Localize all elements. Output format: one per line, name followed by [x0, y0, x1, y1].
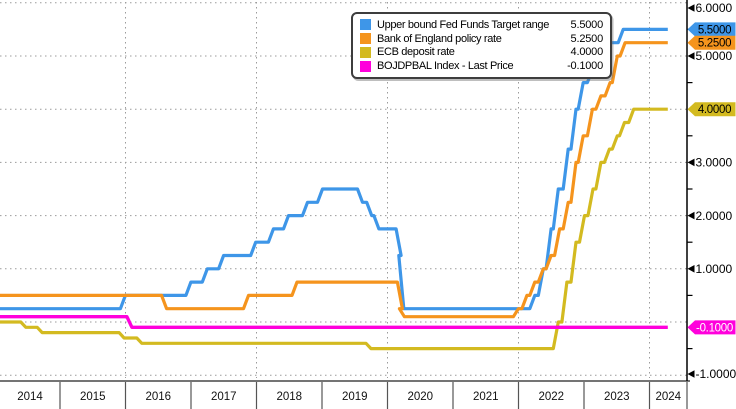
- y-tick-arrow-icon: [687, 158, 695, 167]
- y-tick-arrow-icon: [687, 52, 695, 60]
- series-line-boe-policy-rate[interactable]: [0, 41, 668, 319]
- legend-value: 5.2500: [570, 32, 604, 45]
- last-value-badge-label: 5.2500: [698, 38, 731, 50]
- legend-value: 5.5000: [570, 18, 604, 31]
- last-value-badge-label: 4.0000: [698, 104, 731, 116]
- x-tick-label: 2023: [604, 391, 630, 403]
- legend-label: Upper bound Fed Funds Target range: [377, 18, 549, 31]
- last-value-badge-label: -0.1000: [696, 322, 733, 334]
- x-tick-label: 2014: [17, 391, 43, 403]
- legend-item-fed[interactable]: Upper bound Fed Funds Target range 5.500…: [360, 18, 603, 32]
- x-tick-label: 2018: [277, 391, 303, 403]
- y-tick-arrow-icon: [687, 370, 695, 378]
- series-line-ecb-deposit-rate[interactable]: [0, 107, 668, 351]
- legend-label: BOJDPBAL Index - Last Price: [377, 60, 514, 73]
- last-value-badge-label: 5.5000: [698, 24, 731, 36]
- series-line-boj-policy-balance[interactable]: [0, 315, 668, 329]
- legend-item-boj[interactable]: BOJDPBAL Index - Last Price -0.1000: [360, 59, 603, 73]
- x-tick-label: 2022: [539, 391, 565, 403]
- last-value-badge-boj-policy-balance: [687, 320, 736, 335]
- x-tick-label: 2016: [146, 391, 172, 403]
- legend-item-boe[interactable]: Bank of England policy rate 5.2500: [360, 32, 603, 46]
- legend-value: -0.1000: [567, 60, 603, 73]
- y-tick-arrow-icon: [687, 4, 695, 12]
- fed-series-swatch-icon: [360, 19, 371, 31]
- boe-series-swatch-icon: [360, 33, 371, 45]
- legend-item-ecb[interactable]: ECB deposit rate 4.0000: [360, 46, 603, 60]
- legend-label: ECB deposit rate: [377, 46, 455, 59]
- boj-series-swatch-icon: [360, 60, 371, 72]
- x-tick-label: 2020: [408, 391, 434, 403]
- y-tick-label: -1.0000: [696, 367, 736, 381]
- y-tick-arrow-icon: [687, 265, 695, 273]
- x-tick-label: 2017: [211, 391, 237, 403]
- x-tick-label: 2024: [656, 391, 682, 403]
- x-tick-label: 2015: [80, 391, 106, 403]
- ecb-series-swatch-icon: [360, 46, 371, 58]
- last-value-badge-ecb-deposit-rate: [687, 102, 736, 117]
- legend-label: Bank of England policy rate: [377, 32, 502, 45]
- y-tick-arrow-icon: [687, 211, 695, 220]
- last-value-badge-boe-policy-rate: [687, 35, 736, 50]
- x-tick-label: 2021: [473, 391, 499, 403]
- series-line-fed-upper-bound[interactable]: [0, 27, 668, 311]
- y-tick-label: 3.0000: [696, 156, 733, 170]
- y-tick-label: 5.0000: [696, 49, 733, 63]
- y-tick-label: 1.0000: [696, 262, 733, 276]
- y-tick-label: 6.0000: [696, 1, 733, 15]
- y-tick-label: 2.0000: [696, 209, 733, 223]
- x-tick-label: 2019: [342, 391, 368, 403]
- chart-legend[interactable]: Upper bound Fed Funds Target range 5.500…: [351, 12, 612, 80]
- legend-value: 4.0000: [570, 46, 604, 59]
- last-value-badge-fed-upper-bound: [687, 22, 736, 37]
